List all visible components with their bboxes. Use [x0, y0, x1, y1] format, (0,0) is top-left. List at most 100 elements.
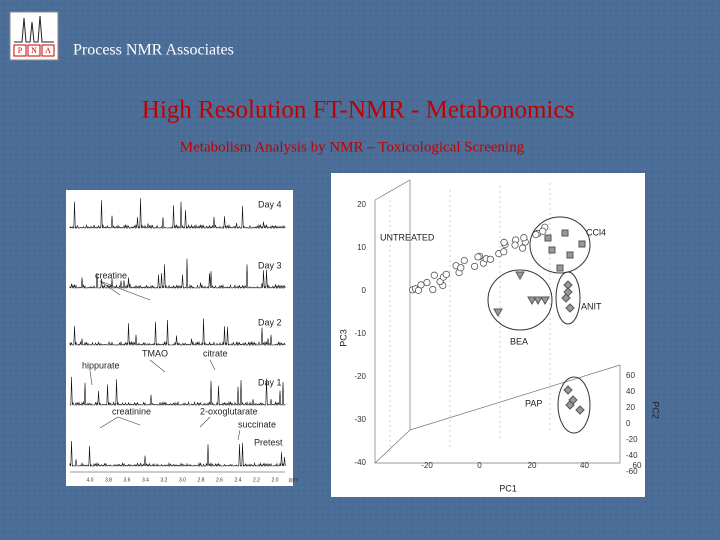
row-label: Day 1	[258, 377, 282, 387]
pc2-tick: -20	[626, 435, 638, 444]
pc3-tick: -10	[354, 329, 366, 338]
annotation: creatinine	[112, 406, 151, 416]
pca-panel	[331, 173, 645, 497]
logo: P N A	[9, 11, 59, 61]
point	[578, 240, 586, 248]
point	[533, 296, 543, 306]
company: Process NMR Associates	[73, 42, 234, 59]
group-label: PAP	[525, 398, 542, 408]
pc1-tick: 40	[580, 461, 589, 470]
ppm-tick: 3.6	[124, 477, 131, 483]
point	[515, 271, 525, 281]
pc2-tick: 0	[626, 419, 631, 428]
ppm-tick: 2.8	[198, 477, 205, 483]
annotation-lines	[89, 280, 241, 441]
axis-label: PC2	[651, 401, 661, 419]
spectrum	[69, 318, 286, 347]
pc1-tick: 20	[528, 461, 537, 470]
pc3-tick: 20	[357, 200, 366, 209]
pc3-tick: 10	[357, 243, 366, 252]
point	[565, 303, 575, 313]
pc1-tick: 60	[633, 461, 642, 470]
point	[520, 234, 528, 242]
group-label: UNTREATED	[380, 232, 435, 242]
pc2-tick: 20	[626, 403, 635, 412]
group-label: CCl4	[586, 227, 606, 237]
pc2-tick: -40	[626, 451, 638, 460]
pc3-tick: -20	[354, 372, 366, 381]
row-label: Day 4	[258, 199, 282, 209]
pca-box	[374, 179, 621, 464]
ppm-tick: 3.2	[161, 477, 168, 483]
pc3-tick: -30	[354, 415, 366, 424]
group-label: BEA	[510, 336, 528, 346]
point	[429, 285, 437, 294]
point	[430, 271, 438, 279]
ppm-tick: 3.8	[105, 477, 112, 483]
point	[563, 385, 573, 395]
pc3-tick: 0	[362, 286, 367, 295]
logo-letter: A	[45, 46, 51, 55]
title: High Resolution FT-NMR - Metabonomics	[142, 97, 574, 124]
pc1-tick: 0	[477, 461, 482, 470]
ppm-tick: 4.0	[87, 477, 94, 483]
pc2-tick: 40	[626, 387, 635, 396]
pc2-tick: 60	[626, 371, 635, 380]
point	[460, 256, 468, 265]
annotation: 2-oxoglutarate	[200, 406, 258, 416]
point	[457, 264, 465, 272]
point	[519, 244, 527, 252]
point	[471, 262, 479, 271]
point	[527, 296, 537, 306]
logo-letter: N	[31, 46, 37, 55]
point	[539, 227, 547, 235]
ppm-axis: 4.0 3.8 3.6 3.4 3.2 3.0 2.8 2.6 2.4 2.2 2.0 ppm	[70, 471, 298, 483]
point	[556, 264, 564, 272]
point	[566, 251, 574, 259]
pca-points	[408, 223, 586, 415]
ppm-tick: 2.4	[235, 477, 242, 483]
point	[511, 241, 519, 249]
spectra	[69, 198, 286, 468]
annotation: hippurate	[82, 360, 120, 370]
pc2-tick: -60	[626, 467, 638, 476]
axis-label: PC1	[499, 483, 517, 493]
subtitle: Metabolism Analysis by NMR – Toxicologic…	[180, 139, 525, 155]
axis-label: PC3	[338, 329, 348, 347]
point	[500, 248, 508, 256]
point	[565, 400, 575, 410]
point	[561, 229, 569, 237]
spectrum	[69, 258, 286, 290]
ppm-tick: 2.6	[216, 477, 223, 483]
annotation: TMAO	[142, 348, 168, 358]
point	[474, 253, 482, 261]
spectrum	[69, 376, 286, 407]
pca-ticks: 20 10 0 -10 -20 -30 -40 -20 0 20 40 60 60 40 20 0 -20 -40…	[354, 200, 642, 476]
annotation: citrate	[203, 348, 228, 358]
point	[540, 296, 550, 306]
point	[486, 255, 494, 263]
annotation: creatine	[95, 270, 127, 280]
point	[563, 287, 573, 297]
point	[442, 270, 450, 278]
point	[532, 231, 540, 239]
point	[548, 246, 556, 254]
group-label: ANIT	[581, 301, 602, 311]
point	[575, 405, 585, 415]
spectrum	[69, 198, 286, 230]
ppm-tick: 2.2	[253, 477, 260, 483]
annotation: succinate	[238, 419, 276, 429]
pc1-tick: -20	[421, 461, 433, 470]
spectra-panel	[66, 190, 293, 486]
pc3-tick: -40	[354, 458, 366, 467]
group-ellipses	[487, 216, 591, 434]
point	[544, 234, 552, 242]
row-label: Day 2	[258, 317, 282, 327]
ppm-tick: 2.0	[272, 477, 279, 483]
spectrum	[69, 440, 286, 468]
ppm-tick: 3.0	[179, 477, 186, 483]
row-label: Day 3	[258, 260, 282, 270]
point	[423, 278, 431, 287]
